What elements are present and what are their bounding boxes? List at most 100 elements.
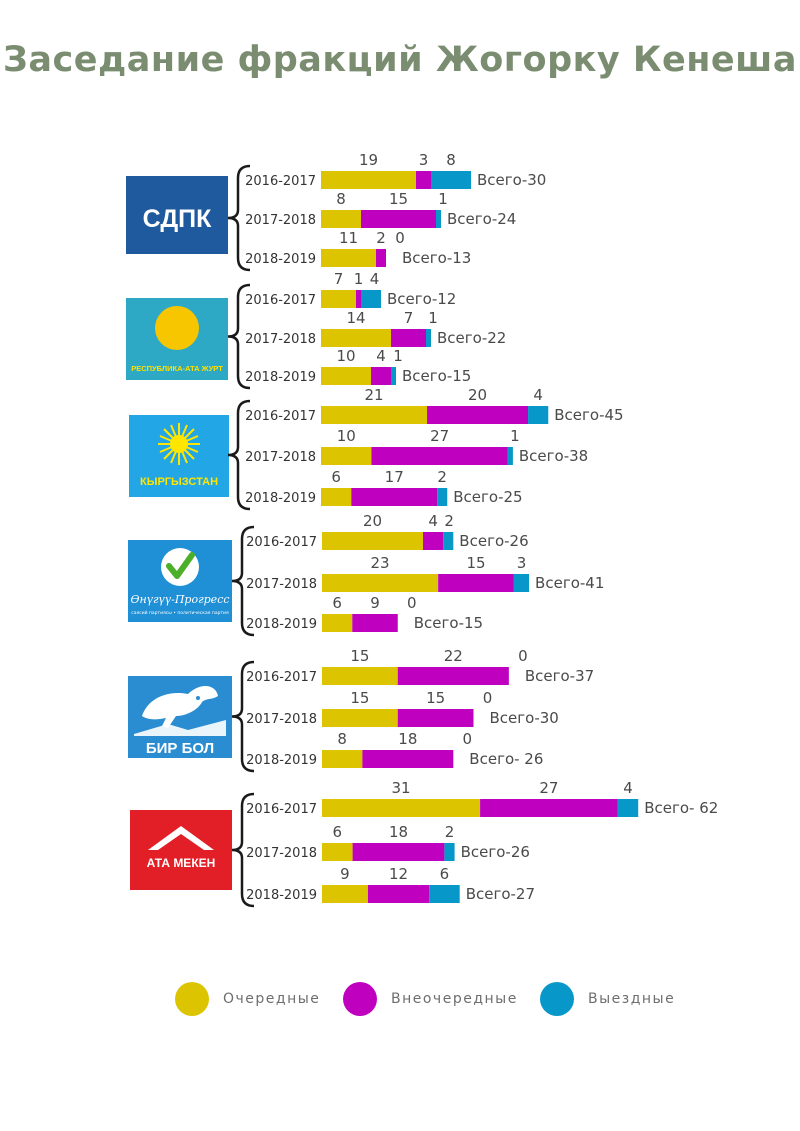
value-label: 12 [389, 865, 408, 883]
progress-logo-text: Өнүгүү-Прогресс [130, 593, 229, 606]
legend-label: Внеочередные [391, 991, 518, 1007]
total-label: Всего-26 [459, 532, 528, 550]
group-bracket [231, 660, 255, 773]
bar-segment-extraordinary [416, 171, 431, 189]
value-label: 14 [346, 309, 365, 327]
year-label: 2018-2019 [245, 491, 316, 506]
total-label: Всего-12 [387, 290, 456, 308]
bar-segment-regular [321, 406, 428, 424]
bar-segment-offsite [426, 329, 431, 347]
ata-jurt-logo: РЕСПУБЛИКА-АТА ЖУРТ [126, 298, 228, 380]
ata-meken-logo-text: АТА МЕКЕН [147, 856, 216, 870]
year-label: 2016-2017 [245, 293, 316, 308]
year-label: 2017-2018 [246, 846, 317, 861]
total-label: Всего-26 [461, 843, 530, 861]
total-label: Всего-13 [402, 249, 471, 267]
total-label: Всего-41 [535, 574, 604, 592]
value-label: 1 [510, 427, 520, 445]
value-label: 6 [333, 823, 343, 841]
year-label: 2016-2017 [246, 670, 317, 685]
value-label: 4 [623, 779, 633, 797]
bar-segment-extraordinary [480, 799, 618, 817]
value-label: 6 [332, 594, 342, 612]
bar-segment-regular [322, 614, 353, 632]
value-label: 18 [398, 730, 417, 748]
bir-bol-logo-text: БИР БОЛ [146, 740, 214, 757]
bar-segment-regular [322, 843, 353, 861]
value-label: 1 [438, 190, 448, 208]
value-label: 4 [533, 386, 543, 404]
bar-segment-extraordinary [361, 210, 436, 228]
total-label: Всего-45 [554, 406, 623, 424]
bar-segment-extraordinary [438, 574, 514, 592]
bar-segment-offsite [528, 406, 549, 424]
value-label: 3 [419, 151, 429, 169]
group-bracket [231, 792, 255, 908]
value-label: 4 [428, 512, 438, 530]
bar-segment-extraordinary [371, 447, 508, 465]
bar-segment-extraordinary [391, 329, 426, 347]
bar-segment-extraordinary [423, 532, 444, 550]
bar-segment-regular [321, 367, 371, 385]
ata-meken-logo: АТА МЕКЕН [130, 810, 232, 890]
group-bracket [227, 164, 251, 272]
bar-segment-extraordinary [397, 709, 474, 727]
bar-segment-offsite [617, 799, 639, 817]
legend-item-offsite: Выездные [540, 982, 675, 1016]
total-label: Всего-27 [466, 885, 535, 903]
value-label: 4 [376, 347, 386, 365]
mountain-icon [148, 826, 214, 850]
year-label: 2017-2018 [246, 712, 317, 727]
value-label: 20 [363, 512, 382, 530]
value-label: 0 [518, 647, 528, 665]
legend-label: Очередные [223, 991, 321, 1007]
value-label: 22 [444, 647, 463, 665]
value-label: 31 [392, 779, 411, 797]
value-label: 9 [370, 594, 380, 612]
group-bracket [231, 525, 255, 637]
total-label: Всего-15 [414, 614, 483, 632]
value-label: 2 [376, 229, 386, 247]
value-label: 10 [337, 427, 356, 445]
value-label: 11 [339, 229, 358, 247]
bar-segment-extraordinary [397, 667, 509, 685]
bar-segment-extraordinary [362, 750, 454, 768]
total-label: Всего- 26 [469, 750, 543, 768]
bar-segment-extraordinary [427, 406, 529, 424]
year-label: 2018-2019 [246, 753, 317, 768]
year-label: 2016-2017 [246, 802, 317, 817]
value-label: 0 [395, 229, 405, 247]
kyrgyzstan-logo-text: КЫРГЫЗСТАН [140, 476, 218, 488]
total-label: Всего-22 [437, 329, 506, 347]
bar-segment-regular [322, 750, 363, 768]
bar-segment-offsite [507, 447, 513, 465]
check-icon [166, 552, 195, 579]
ata-jurt-logo-text: РЕСПУБЛИКА-АТА ЖУРТ [131, 364, 223, 373]
sun-icon [155, 306, 199, 350]
value-label: 15 [426, 689, 445, 707]
bar-segment-offsite [437, 488, 448, 506]
bar-segment-regular [321, 488, 352, 506]
value-label: 0 [483, 689, 493, 707]
value-label: 27 [430, 427, 449, 445]
value-label: 7 [404, 309, 414, 327]
year-label: 2018-2019 [246, 617, 317, 632]
year-label: 2016-2017 [245, 409, 316, 424]
sdpk-logo: СДПК [126, 176, 228, 254]
legend-label: Выездные [588, 991, 676, 1007]
bar-segment-regular [322, 574, 439, 592]
legend-item-extraordinary: Внеочередные [343, 982, 518, 1016]
total-label: Всего-15 [402, 367, 471, 385]
value-label: 1 [354, 270, 364, 288]
value-label: 2 [437, 468, 447, 486]
value-label: 21 [364, 386, 383, 404]
bar-segment-offsite [361, 290, 381, 308]
value-label: 0 [463, 730, 473, 748]
total-label: Всего-30 [490, 709, 559, 727]
bar-segment-offsite [444, 843, 455, 861]
year-label: 2017-2018 [245, 332, 316, 347]
page-title: Заседание фракций Жогорку Кенеша [3, 40, 797, 80]
year-label: 2018-2019 [245, 252, 316, 267]
value-label: 2 [445, 823, 455, 841]
